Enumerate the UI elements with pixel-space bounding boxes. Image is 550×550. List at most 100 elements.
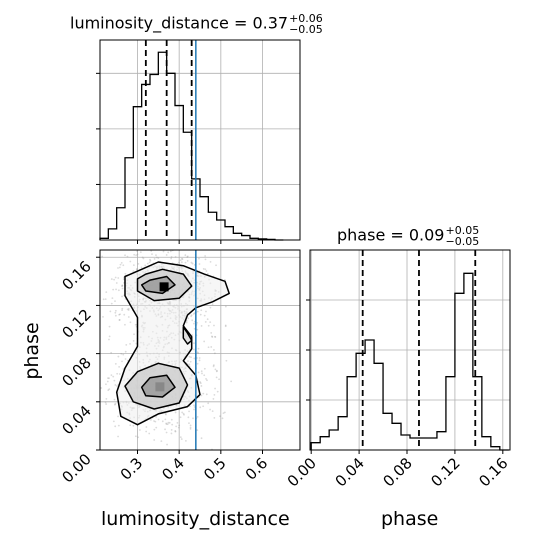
sample-point [108,338,110,341]
sample-point [193,404,195,407]
sample-point [170,432,173,435]
sample-point [132,339,135,342]
sample-point [135,254,138,257]
sample-point [215,376,218,379]
sample-point [118,319,121,321]
sample-point [117,355,120,358]
sample-point [199,381,202,383]
sample-point [153,439,156,441]
sample-point [105,403,108,405]
sample-point [196,415,199,418]
sample-point [161,420,164,423]
phase-title: phase = 0.09 +0.05 −0.05 [337,224,480,248]
sample-point [170,429,173,431]
sample-point [170,257,173,260]
sample-point [104,401,107,404]
sample-point [214,336,217,338]
sample-point [155,416,158,418]
sample-point [230,380,233,383]
sample-point [136,250,139,253]
sample-point [200,437,203,440]
sample-point [132,270,135,273]
sample-point [174,411,177,414]
sample-point [157,257,160,259]
sample-point [182,412,185,415]
sample-point [126,308,129,311]
sample-point [121,284,124,287]
sample-point [118,365,121,368]
sample-point [90,381,92,383]
sample-point [202,392,205,395]
sample-point [118,319,121,321]
sample-point [113,398,116,401]
sample-point [214,387,216,390]
sample-point [209,260,212,263]
sample-point [160,440,163,442]
sample-point [110,374,113,377]
sample-point [95,375,97,377]
sample-point [179,259,182,262]
sample-point [221,417,224,420]
sample-point [164,428,166,431]
panel-frame [99,249,301,451]
sample-point [180,261,183,264]
sample-point [205,310,207,313]
sample-point [149,259,152,262]
sample-point [117,267,119,269]
sample-point [198,357,201,359]
sample-point [203,367,206,370]
sample-point [216,369,218,372]
sample-point [207,346,210,349]
sample-point [193,342,195,345]
sample-point [112,375,115,378]
sample-point [200,325,203,327]
sample-point [188,410,190,413]
sample-point [206,379,208,382]
sample-point [155,254,157,257]
sample-point [210,346,213,348]
sample-point [112,288,115,291]
sample-point [114,276,117,279]
x-tick-label: 0.16 [475,454,511,490]
sample-point [198,359,201,362]
sample-point [122,278,125,281]
sample-point [114,314,117,317]
sample-point [137,262,140,265]
sample-point [118,266,121,269]
sample-point [129,321,132,324]
sample-point [181,258,184,261]
sample-point [134,435,137,438]
sample-point [114,362,117,365]
sample-point [118,373,121,375]
sample-point [110,278,113,280]
sample-point [209,408,211,411]
sample-point [122,264,125,267]
sample-point [124,323,126,326]
sample-point [119,313,121,316]
sample-point [200,394,203,397]
sample-point [214,368,217,371]
sample-point [101,255,104,258]
y-tick-label: 0.04 [58,402,94,438]
sample-point [133,247,135,249]
sample-point [218,378,220,381]
sample-point [164,246,166,248]
sample-point [148,432,151,435]
sample-point [196,328,199,331]
sample-point [149,418,152,421]
sample-point [197,371,200,374]
sample-point [102,315,104,318]
sample-point [211,303,214,306]
sample-point [197,243,199,245]
x-axis-label-luminosity-distance: luminosity_distance [101,508,290,530]
sample-point [178,424,181,427]
sample-point [105,291,108,293]
sample-point [162,250,165,253]
sample-point [167,251,170,254]
sample-point [215,370,218,373]
sample-point [174,255,177,258]
sample-point [205,270,208,272]
sample-point [154,420,157,423]
sample-point [213,393,216,396]
sample-point [193,406,196,408]
